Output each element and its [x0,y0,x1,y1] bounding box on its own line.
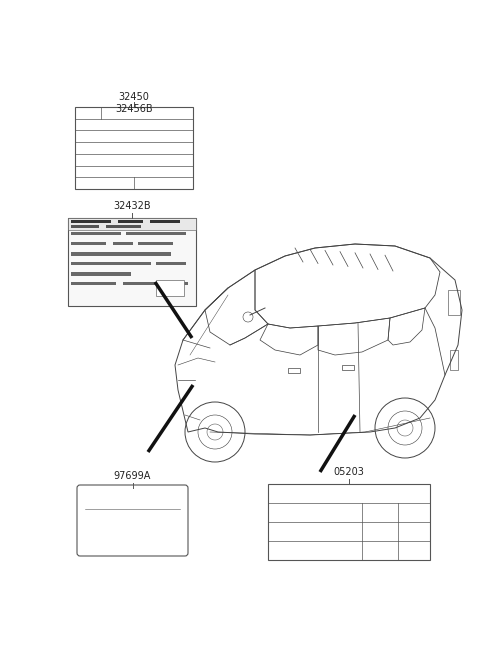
Bar [118,220,143,223]
Bar [75,107,193,189]
Text: 32432B: 32432B [113,201,151,211]
Bar [138,242,173,246]
Bar [113,242,133,246]
Bar [71,282,116,286]
Bar [268,484,430,560]
Bar [106,225,141,228]
Bar [156,262,186,265]
Text: 05203: 05203 [334,467,364,477]
Bar [126,233,186,235]
FancyBboxPatch shape [77,485,188,556]
Bar [156,280,184,296]
Bar [71,262,151,265]
Bar [71,233,121,235]
Bar [288,368,300,373]
Bar [71,225,99,228]
Text: 32450
32456B: 32450 32456B [115,92,153,115]
Bar [342,365,354,370]
Bar [68,218,196,306]
Bar [71,272,131,276]
Bar [123,282,188,286]
Bar [71,220,111,223]
Bar [68,218,196,231]
Bar [448,290,460,315]
Bar [450,350,458,370]
Bar [71,252,171,256]
Bar [150,220,180,223]
Bar [71,242,106,246]
Text: 97699A: 97699A [114,471,151,481]
